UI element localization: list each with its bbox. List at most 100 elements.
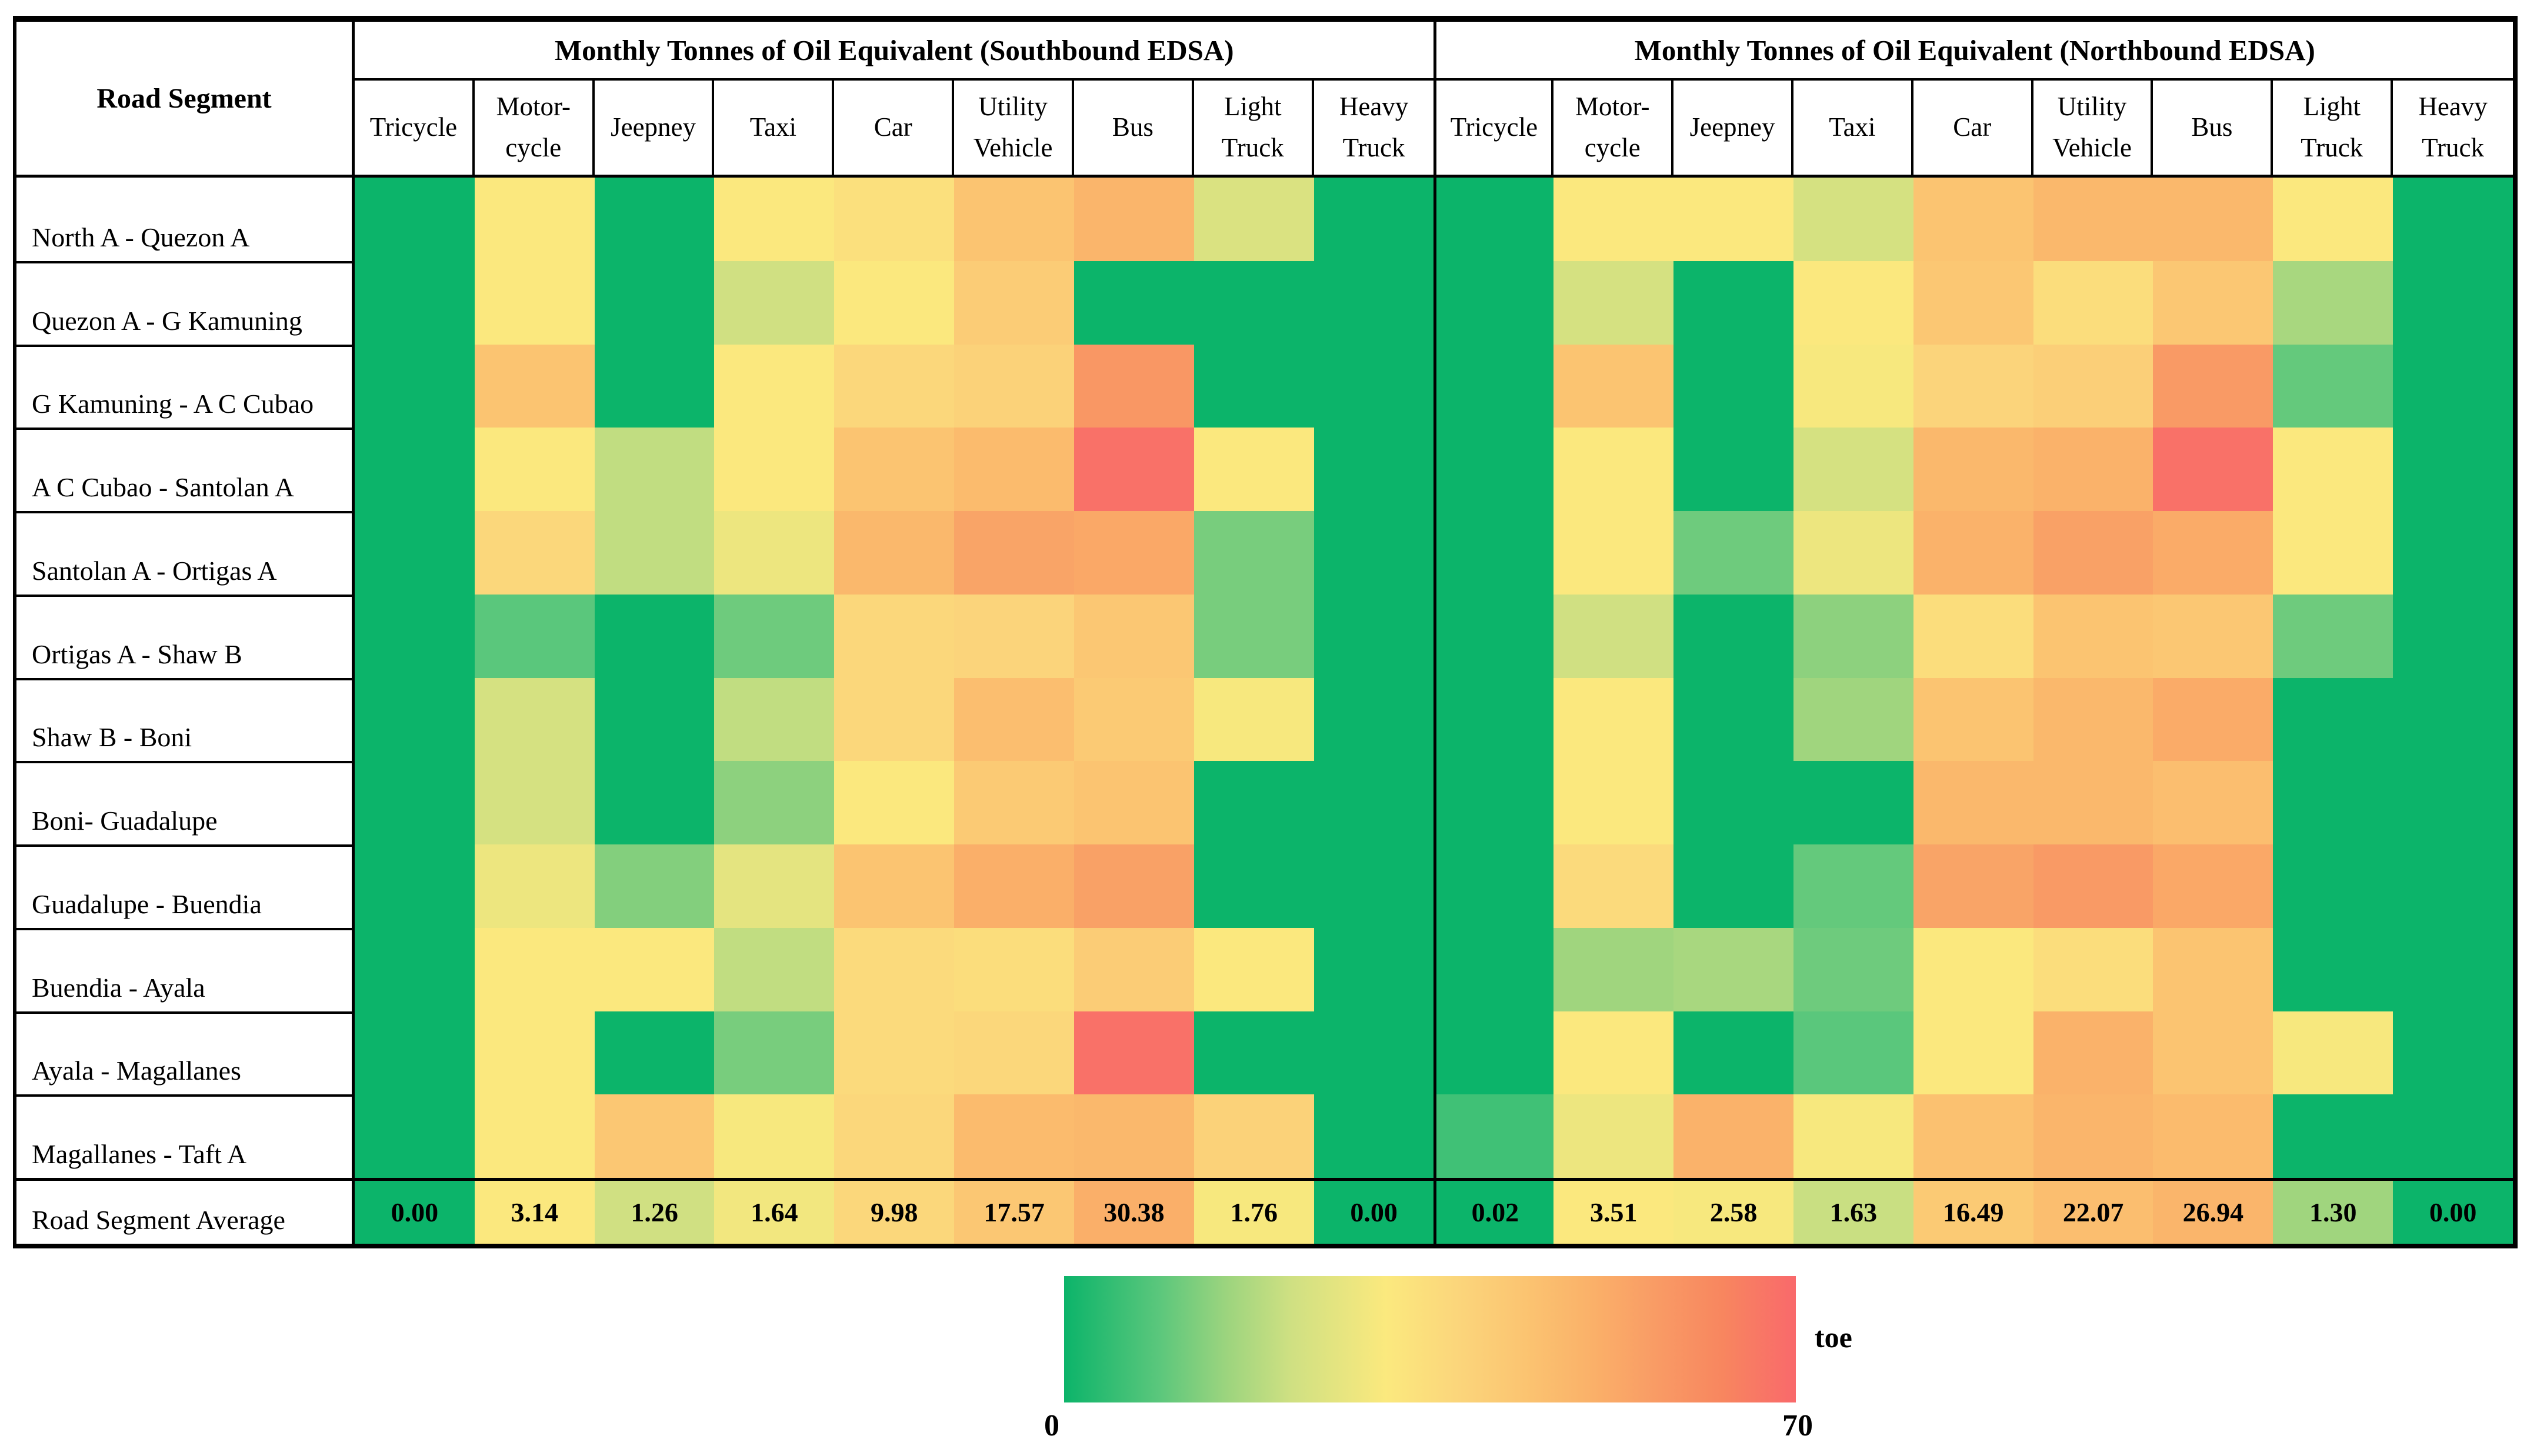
- heatmap-cell-northbound: [2153, 844, 2273, 928]
- heatmap-cell-southbound: [954, 761, 1074, 844]
- heatmap-cell-southbound: [1194, 594, 1314, 678]
- heatmap-cell-southbound: [474, 1094, 595, 1178]
- average-value-southbound: 0.00: [355, 1178, 475, 1244]
- heatmap-cell-northbound: [2273, 1094, 2393, 1178]
- heatmap-cell-southbound: [355, 594, 475, 678]
- heatmap-cell-northbound: [1673, 428, 1793, 511]
- heatmap-cell-northbound: [1433, 1011, 1554, 1095]
- heatmap-cell-southbound: [474, 594, 595, 678]
- legend-min-label: 0: [1044, 1409, 1059, 1442]
- heatmap-cell-southbound: [954, 261, 1074, 345]
- heatmap-cell-southbound: [355, 178, 475, 261]
- heatmap-cell-northbound: [2153, 344, 2273, 428]
- heatmap-cell-northbound: [1553, 261, 1674, 345]
- heatmap-cell-southbound: [1074, 594, 1194, 678]
- row-label: Boni- Guadalupe: [16, 761, 355, 844]
- heatmap-cell-southbound: [834, 594, 955, 678]
- heatmap-cell-northbound: [2153, 677, 2273, 762]
- heatmap-cell-northbound: [2033, 677, 2153, 762]
- heatmap-cell-northbound: [1673, 844, 1793, 928]
- heatmap-cell-northbound: [2273, 344, 2393, 428]
- heatmap-cell-northbound: [1553, 761, 1674, 844]
- heatmap-cell-southbound: [1194, 261, 1314, 345]
- heatmap-cell-southbound: [1313, 927, 1434, 1011]
- heatmap-cell-southbound: [834, 178, 955, 261]
- heatmap-cell-southbound: [594, 261, 715, 345]
- average-value-southbound: 1.26: [594, 1178, 715, 1244]
- average-value-northbound: 22.07: [2033, 1178, 2153, 1244]
- heatmap-cell-southbound: [954, 1094, 1074, 1178]
- heatmap-cell-northbound: [2033, 1094, 2153, 1178]
- heatmap-cell-northbound: [1553, 1094, 1674, 1178]
- average-value-southbound: 0.00: [1313, 1178, 1434, 1244]
- heatmap-cell-southbound: [594, 677, 715, 762]
- heatmap-cell-northbound: [1793, 761, 1913, 844]
- heatmap-cell-southbound: [594, 178, 715, 261]
- heatmap-cell-southbound: [1194, 927, 1314, 1011]
- heatmap-cell-southbound: [1074, 844, 1194, 928]
- row-label: Buendia - Ayala: [16, 927, 355, 1011]
- heatmap-cell-northbound: [2153, 261, 2273, 345]
- heatmap-cell-southbound: [834, 344, 955, 428]
- average-value-northbound: 26.94: [2153, 1178, 2273, 1244]
- heatmap-cell-southbound: [474, 344, 595, 428]
- heatmap-cell-northbound: [1433, 927, 1554, 1011]
- toe-heatmap-table: Road Segment Monthly Tonnes of Oil Equiva…: [13, 16, 2518, 1248]
- heatmap-cell-northbound: [2393, 1011, 2513, 1095]
- heatmap-cell-southbound: [714, 511, 835, 595]
- heatmap-cell-northbound: [2273, 261, 2393, 345]
- heatmap-cell-northbound: [2153, 1094, 2273, 1178]
- column-header-motorcycle: Motor- cycle: [1553, 81, 1674, 178]
- heatmap-cell-northbound: [1793, 428, 1913, 511]
- heatmap-cell-northbound: [1553, 1011, 1674, 1095]
- heatmap-cell-northbound: [2153, 761, 2273, 844]
- heatmap-cell-southbound: [1313, 1094, 1434, 1178]
- heatmap-cell-southbound: [594, 344, 715, 428]
- column-header-lighttruck: Light Truck: [2273, 81, 2393, 178]
- heatmap-cell-southbound: [1313, 511, 1434, 595]
- heatmap-cell-southbound: [474, 927, 595, 1011]
- heatmap-cell-southbound: [1313, 844, 1434, 928]
- heatmap-cell-northbound: [1793, 261, 1913, 345]
- heatmap-cell-northbound: [2033, 344, 2153, 428]
- heatmap-cell-southbound: [954, 594, 1074, 678]
- row-label: Shaw B - Boni: [16, 677, 355, 762]
- heatmap-cell-southbound: [1074, 1011, 1194, 1095]
- heatmap-cell-southbound: [834, 927, 955, 1011]
- heatmap-cell-southbound: [954, 178, 1074, 261]
- heatmap-cell-northbound: [1433, 677, 1554, 762]
- heatmap-cell-northbound: [1673, 1094, 1793, 1178]
- heatmap-cell-northbound: [1793, 844, 1913, 928]
- group-title-southbound: Monthly Tonnes of Oil Equivalent (Southb…: [355, 22, 1434, 81]
- heatmap-cell-southbound: [834, 261, 955, 345]
- heatmap-cell-southbound: [594, 428, 715, 511]
- heatmap-cell-southbound: [714, 677, 835, 762]
- column-header-utilityvehicle: Utility Vehicle: [954, 81, 1074, 178]
- heatmap-cell-northbound: [2153, 927, 2273, 1011]
- heatmap-cell-northbound: [2033, 261, 2153, 345]
- heatmap-cell-southbound: [355, 761, 475, 844]
- heatmap-cell-northbound: [1673, 1011, 1793, 1095]
- average-value-southbound: 3.14: [474, 1178, 595, 1244]
- average-row-label: Road Segment Average: [16, 1178, 355, 1244]
- heatmap-cell-southbound: [834, 844, 955, 928]
- legend-max-label: 70: [1782, 1409, 1813, 1442]
- legend-unit-label: toe: [1815, 1321, 1852, 1354]
- heatmap-cell-southbound: [1313, 1011, 1434, 1095]
- heatmap-cell-southbound: [834, 1011, 955, 1095]
- heatmap-cell-southbound: [834, 428, 955, 511]
- heatmap-cell-northbound: [1433, 761, 1554, 844]
- heatmap-cell-southbound: [1074, 927, 1194, 1011]
- heatmap-cell-southbound: [1194, 1011, 1314, 1095]
- heatmap-cell-northbound: [1553, 677, 1674, 762]
- average-value-southbound: 9.98: [834, 1178, 955, 1244]
- heatmap-cell-northbound: [2153, 178, 2273, 261]
- heatmap-cell-northbound: [1433, 428, 1554, 511]
- heatmap-cell-northbound: [1913, 261, 2033, 345]
- heatmap-cell-southbound: [594, 511, 715, 595]
- heatmap-cell-southbound: [474, 677, 595, 762]
- heatmap-cell-northbound: [1553, 927, 1674, 1011]
- heatmap-cell-southbound: [714, 761, 835, 844]
- column-header-jeepney: Jeepney: [1673, 81, 1793, 178]
- heatmap-cell-southbound: [355, 344, 475, 428]
